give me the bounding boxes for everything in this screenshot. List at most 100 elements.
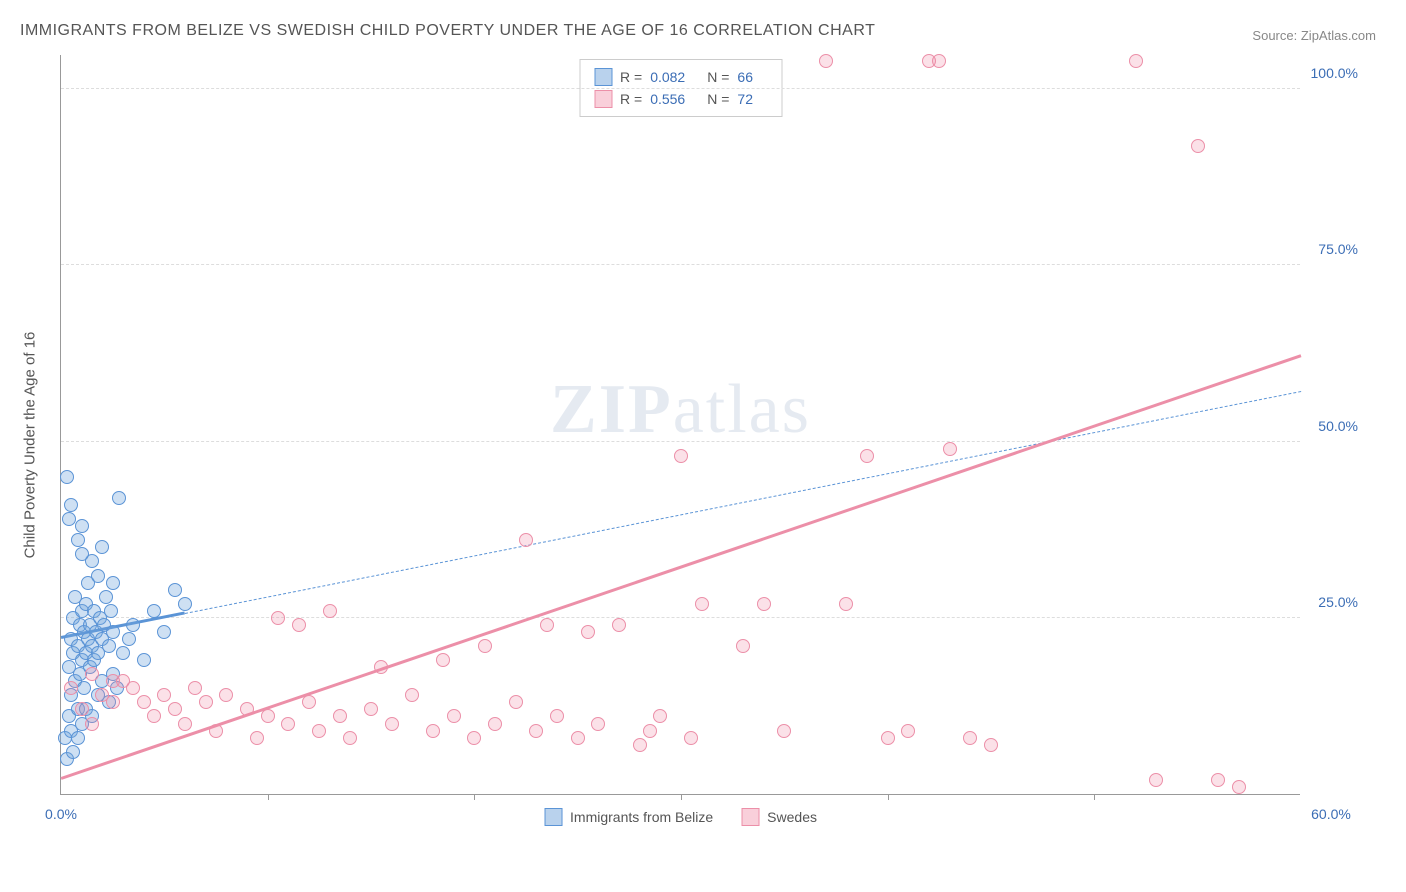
x-tick [1094,794,1095,800]
data-point-swedes [839,597,853,611]
data-point-swedes [385,717,399,731]
y-tick-label: 75.0% [1318,241,1358,257]
data-point-belize [75,547,89,561]
data-point-swedes [777,724,791,738]
data-point-belize [168,583,182,597]
data-point-swedes [819,54,833,68]
n-value: 66 [737,69,753,85]
data-point-swedes [281,717,295,731]
legend-swatch [544,808,562,826]
data-point-belize [64,498,78,512]
data-point-swedes [612,618,626,632]
data-point-swedes [581,625,595,639]
legend-label: Swedes [767,809,817,825]
source-link[interactable]: ZipAtlas.com [1301,28,1376,43]
watermark: ZIPatlas [550,370,811,450]
data-point-swedes [1129,54,1143,68]
data-point-swedes [1232,780,1246,794]
data-point-belize [137,653,151,667]
data-point-swedes [271,611,285,625]
data-point-swedes [188,681,202,695]
data-point-swedes [85,717,99,731]
data-point-swedes [901,724,915,738]
data-point-belize [77,681,91,695]
data-point-swedes [178,717,192,731]
data-point-swedes [147,709,161,723]
data-point-swedes [168,702,182,716]
data-point-swedes [405,688,419,702]
data-point-swedes [540,618,554,632]
data-point-swedes [312,724,326,738]
data-point-swedes [943,442,957,456]
data-point-swedes [209,724,223,738]
data-point-swedes [757,597,771,611]
trend-line-belize [185,391,1301,614]
data-point-belize [71,533,85,547]
data-point-swedes [447,709,461,723]
data-point-swedes [550,709,564,723]
chart-title: IMMIGRANTS FROM BELIZE VS SWEDISH CHILD … [20,22,875,40]
data-point-swedes [674,449,688,463]
source-label: Source: [1252,28,1297,43]
data-point-swedes [343,731,357,745]
data-point-belize [66,745,80,759]
data-point-swedes [106,674,120,688]
r-label: R = [620,69,642,85]
data-point-belize [104,604,118,618]
chart-container: ZIPatlas R =0.082N =66R =0.556N =72 Immi… [60,55,1360,835]
grid-line [61,617,1300,618]
data-point-swedes [571,731,585,745]
source-attribution: Source: ZipAtlas.com [1252,28,1376,43]
data-point-swedes [736,639,750,653]
data-point-swedes [488,717,502,731]
x-tick [474,794,475,800]
data-point-belize [95,540,109,554]
data-point-swedes [695,597,709,611]
data-point-swedes [85,667,99,681]
data-point-belize [71,731,85,745]
data-point-swedes [323,604,337,618]
r-value: 0.556 [650,91,685,107]
data-point-swedes [633,738,647,752]
data-point-swedes [436,653,450,667]
legend-item-swedes: Swedes [741,808,817,826]
data-point-swedes [467,731,481,745]
y-tick-label: 25.0% [1318,594,1358,610]
n-label: N = [707,69,729,85]
data-point-swedes [126,681,140,695]
data-point-belize [147,604,161,618]
data-point-swedes [860,449,874,463]
data-point-swedes [509,695,523,709]
legend-swatch [741,808,759,826]
data-point-swedes [333,709,347,723]
data-point-belize [106,625,120,639]
legend-row-belize: R = 0.082 N = 66 [594,66,767,88]
data-point-swedes [478,639,492,653]
r-label: R = [620,91,642,107]
plot-area: ZIPatlas R =0.082N =66R =0.556N =72 Immi… [60,55,1300,795]
data-point-belize [157,625,171,639]
y-tick-label: 100.0% [1311,65,1358,81]
data-point-swedes [881,731,895,745]
data-point-belize [126,618,140,632]
data-point-swedes [932,54,946,68]
grid-line [61,88,1300,89]
data-point-swedes [519,533,533,547]
data-point-swedes [963,731,977,745]
data-point-belize [106,576,120,590]
data-point-swedes [240,702,254,716]
data-point-swedes [137,695,151,709]
y-axis-label: Child Poverty Under the Age of 16 [22,332,39,559]
x-tick [681,794,682,800]
data-point-swedes [250,731,264,745]
x-tick-label: 0.0% [45,806,77,822]
x-tick [888,794,889,800]
data-point-belize [99,590,113,604]
data-point-swedes [157,688,171,702]
data-point-swedes [302,695,316,709]
r-value: 0.082 [650,69,685,85]
grid-line [61,441,1300,442]
data-point-swedes [106,695,120,709]
n-value: 72 [737,91,753,107]
x-tick-label: 60.0% [1311,806,1351,822]
